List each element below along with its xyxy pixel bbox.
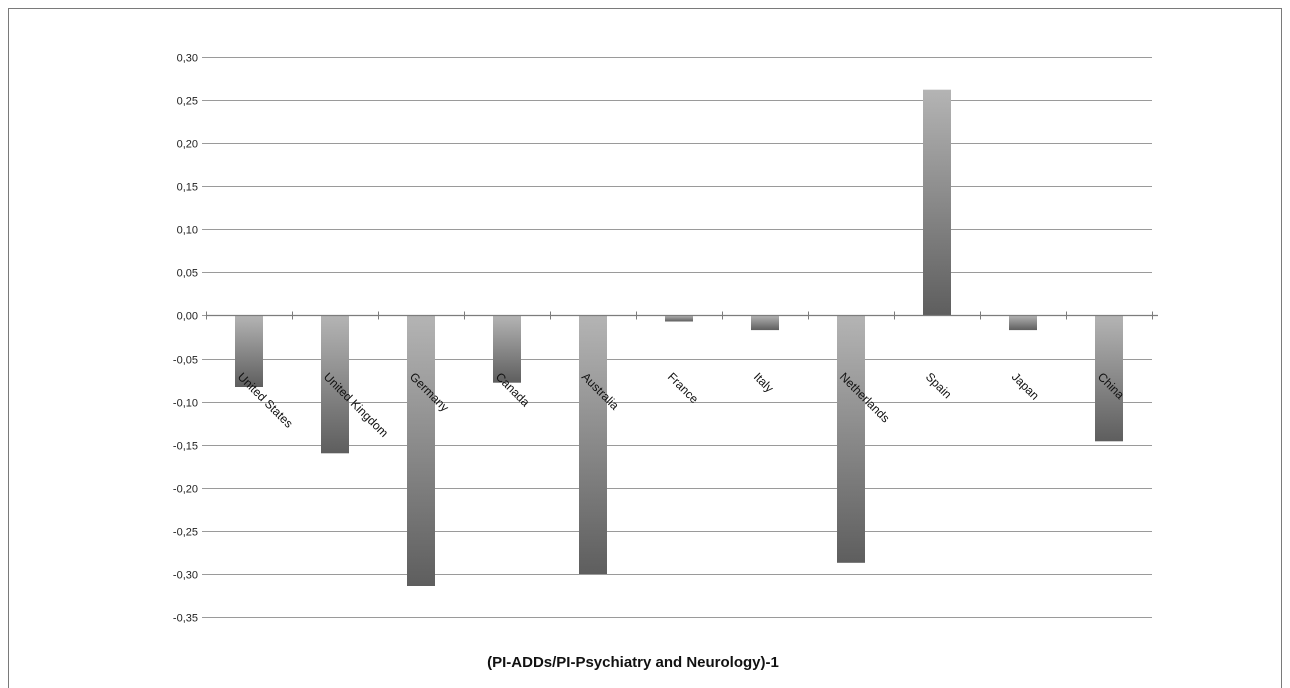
category-label: Japan [1009, 370, 1042, 403]
y-tick-label: 0,05 [177, 268, 198, 280]
bar-germany [407, 315, 435, 586]
y-tick-label: 0,20 [177, 139, 198, 151]
bar-france [665, 315, 693, 322]
y-tick-label: -0,10 [173, 398, 198, 410]
zero-axis [206, 311, 1158, 320]
y-tick-label: 0,30 [177, 53, 198, 65]
y-tick-label: 0,00 [177, 311, 198, 323]
bar-italy [751, 315, 779, 331]
bar-united-states [235, 315, 263, 387]
bar-australia [579, 315, 607, 574]
category-label: Spain [923, 370, 955, 402]
bar-netherlands [837, 315, 865, 563]
y-tick-label: -0,35 [173, 613, 198, 625]
bar-china [1095, 315, 1123, 442]
y-tick-label: -0,05 [173, 355, 198, 367]
category-labels: United States United Kingdom Germany Canada… [235, 370, 1127, 440]
y-tick-label: 0,10 [177, 225, 198, 237]
figure-frame: 0,30 0,25 0,20 0,15 0,10 0,05 0,00 -0,05 -0,10 -0… [8, 8, 1282, 688]
category-label: United States [235, 370, 296, 431]
bar-spain [923, 89, 951, 316]
bar-chart: 0,30 0,25 0,20 0,15 0,10 0,05 0,00 -0,05 -0,10 -0… [173, 53, 1158, 671]
y-tick-label: 0,25 [177, 96, 198, 108]
bars [235, 89, 1123, 586]
y-tick-label: -0,20 [173, 484, 198, 496]
bar-japan [1009, 315, 1037, 331]
x-axis-title: (PI-ADDs/PI-Psychiatry and Neurology)-1 [487, 654, 779, 671]
category-label: France [665, 370, 702, 407]
category-label: Italy [751, 370, 776, 395]
y-tick-label: 0,15 [177, 182, 198, 194]
y-tick-label: -0,25 [173, 527, 198, 539]
bar-canada [493, 315, 521, 383]
y-axis-tick-labels: 0,30 0,25 0,20 0,15 0,10 0,05 0,00 -0,05 -0,10 -0… [173, 53, 198, 625]
y-tick-label: -0,15 [173, 441, 198, 453]
bar-united-kingdom [321, 315, 349, 454]
y-tick-label: -0,30 [173, 570, 198, 582]
